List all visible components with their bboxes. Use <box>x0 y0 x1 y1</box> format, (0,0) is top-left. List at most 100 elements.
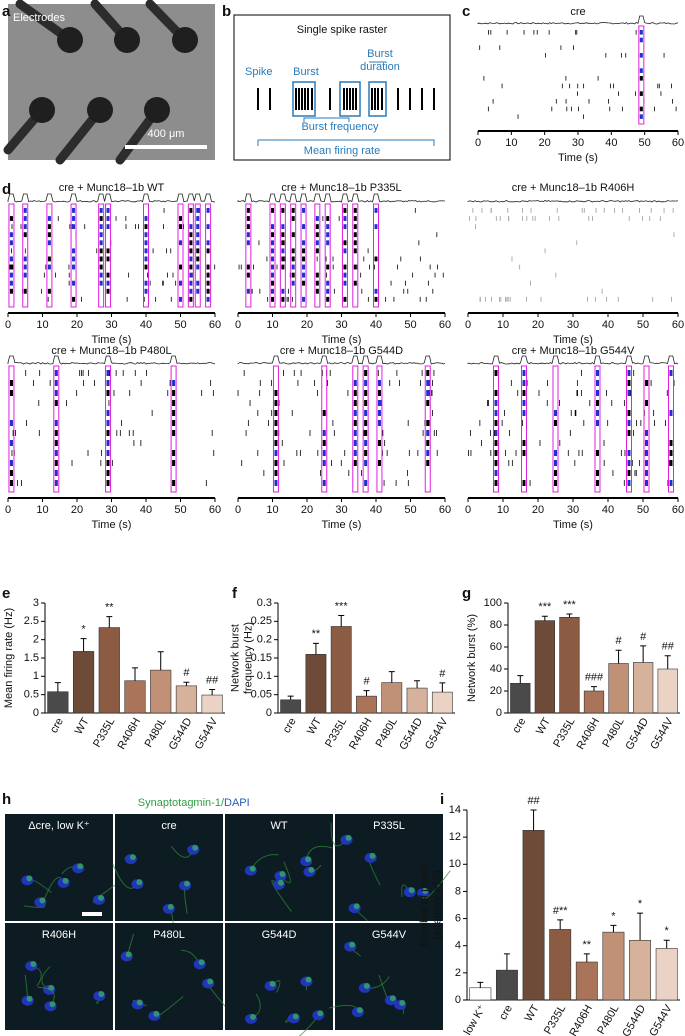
error-bar <box>363 690 370 697</box>
burst-box <box>368 81 387 117</box>
error-bar <box>157 651 164 671</box>
x-tick-label: P480L <box>143 716 169 750</box>
burst-spikes <box>281 264 285 270</box>
x-tick-label: P480L <box>374 716 400 750</box>
error-bar <box>566 613 573 618</box>
burst-spikes <box>54 420 58 426</box>
burst-spikes <box>343 264 347 270</box>
x-tick-label: 40 <box>370 319 382 331</box>
burst-spikes <box>72 208 76 213</box>
bar <box>201 694 223 714</box>
burst-spikes <box>494 430 498 436</box>
error-bar <box>80 638 87 652</box>
x-tick-label: cre <box>510 716 528 735</box>
error-bar <box>54 682 61 692</box>
burst-spikes <box>172 420 176 426</box>
burst-spikes <box>23 264 27 270</box>
bar <box>575 961 598 1001</box>
burst-spikes <box>206 264 210 270</box>
burst-spikes <box>9 380 13 386</box>
burst-spikes <box>639 91 643 96</box>
burst-spikes <box>596 400 599 406</box>
bar <box>549 929 572 1001</box>
burst-spikes <box>353 380 357 386</box>
burst-spikes <box>645 470 648 476</box>
burst-spikes <box>54 450 58 456</box>
network-burst <box>352 365 359 493</box>
burst-spikes <box>302 280 306 286</box>
burst-spikes <box>271 296 274 302</box>
soma <box>369 852 376 859</box>
burst-spikes <box>494 410 498 416</box>
burst-spikes <box>315 216 319 221</box>
burst-spikes <box>99 216 103 221</box>
burst-spikes <box>47 232 51 238</box>
significance: ** <box>312 628 321 640</box>
bar <box>175 685 198 714</box>
burst-spikes <box>627 450 631 456</box>
burst-spikes <box>274 430 278 436</box>
burst-spikes <box>426 430 430 436</box>
network-burst <box>187 203 194 308</box>
x-tick-label: 50 <box>174 504 186 516</box>
burst-spikes <box>9 216 13 221</box>
burst-spikes <box>291 208 295 213</box>
burst-spikes <box>246 232 250 238</box>
burst-spikes <box>189 232 193 238</box>
raster-title: cre + Munc18–1b WT <box>59 182 165 194</box>
burst-spikes <box>645 480 648 486</box>
burst-spikes <box>106 410 110 416</box>
panel-letter: e <box>2 585 10 602</box>
y-tick-label: 1 <box>33 670 39 682</box>
burst-spikes <box>271 224 274 230</box>
network-burst <box>8 203 15 308</box>
error-bar <box>664 655 671 669</box>
burst-spikes <box>627 380 631 386</box>
burst-spikes <box>271 240 274 246</box>
error-bar <box>287 695 294 700</box>
burst-spikes <box>377 420 381 426</box>
burst-spikes <box>353 450 357 456</box>
activity-trace <box>237 355 446 365</box>
x-tick-label: 10 <box>505 137 517 149</box>
image-grid <box>5 814 451 1036</box>
burst-spikes <box>377 390 381 396</box>
significance: ## <box>206 674 219 686</box>
burst-spikes <box>106 256 110 262</box>
network-burst <box>643 365 650 493</box>
x-tick-label: 60 <box>209 319 221 331</box>
raster <box>7 355 216 493</box>
burst-spikes <box>326 288 330 294</box>
bar <box>406 687 428 714</box>
network-burst <box>424 365 431 493</box>
panel-letter: f <box>232 585 238 602</box>
x-tick-label: 50 <box>639 137 651 149</box>
y-tick-label: 0.1 <box>257 670 272 682</box>
bar <box>657 668 678 714</box>
burst-spikes <box>343 240 347 246</box>
burst-spikes <box>144 256 148 262</box>
network-burst <box>279 203 286 308</box>
burst-spikes <box>206 296 210 302</box>
error-bar <box>209 689 216 696</box>
network-burst <box>376 365 383 493</box>
burst-spikes <box>274 440 278 446</box>
burst-spikes <box>47 240 51 246</box>
bar <box>559 616 580 714</box>
burst-spikes <box>9 280 13 286</box>
burst-spikes <box>274 470 278 476</box>
burst-spikes <box>72 264 76 270</box>
bar <box>655 948 678 1001</box>
burst-spikes <box>522 410 526 416</box>
burst-spikes <box>274 410 278 416</box>
y-tick-label: 0 <box>33 707 39 719</box>
burst-spikes <box>9 272 13 278</box>
burst-spikes <box>9 480 13 486</box>
network-burst <box>70 203 77 308</box>
burst-spikes <box>72 280 76 286</box>
burst-spikes <box>106 216 110 221</box>
burst-spikes <box>377 410 381 416</box>
soma <box>422 887 429 894</box>
x-axis-label: Time (s) <box>322 334 362 346</box>
